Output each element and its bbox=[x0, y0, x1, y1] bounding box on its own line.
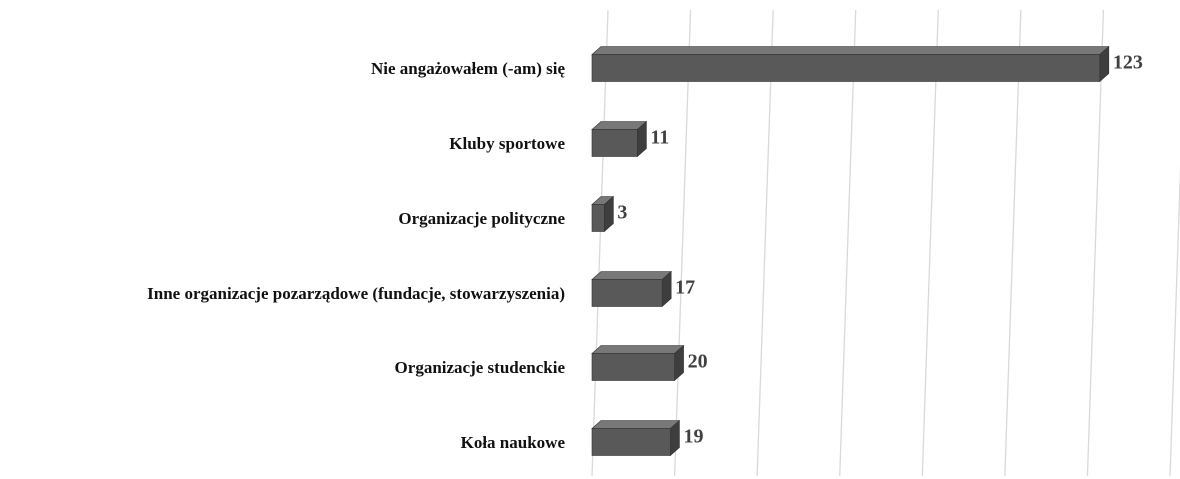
data-label: 3 bbox=[617, 202, 627, 224]
data-label: 17 bbox=[675, 277, 695, 299]
bar bbox=[591, 45, 1110, 83]
category-label: Kluby sportowe bbox=[449, 134, 565, 153]
bar-top bbox=[591, 420, 681, 429]
category-label: Koła naukowe bbox=[461, 433, 566, 452]
bar-front bbox=[591, 428, 671, 456]
grid-line bbox=[839, 9, 857, 477]
data-label: 20 bbox=[688, 351, 708, 373]
bar-top bbox=[591, 46, 1110, 55]
bar bbox=[591, 270, 672, 308]
category-label: Organizacje polityczne bbox=[398, 209, 565, 228]
data-label: 11 bbox=[650, 127, 669, 149]
category-label: Nie angażowałem (-am) się bbox=[371, 59, 565, 78]
bar bbox=[591, 120, 648, 158]
bar-front bbox=[591, 54, 1101, 82]
bar bbox=[591, 195, 615, 233]
bar bbox=[591, 344, 685, 382]
grid-line bbox=[756, 9, 774, 477]
bar-top bbox=[591, 271, 672, 280]
bar-front bbox=[591, 279, 663, 307]
grid-line bbox=[1169, 165, 1180, 477]
bar-front bbox=[591, 204, 605, 232]
grid-line bbox=[673, 9, 692, 477]
bar bbox=[591, 419, 681, 457]
grid bbox=[591, 9, 1180, 477]
category-label: Inne organizacje pozarządowe (fundacje, … bbox=[147, 284, 565, 303]
grid-line bbox=[1086, 9, 1105, 477]
grid-line bbox=[1004, 9, 1022, 477]
grid-line bbox=[921, 9, 939, 477]
bars: 123 Nie angażowałem (-am) się 11 Kluby spor… bbox=[147, 45, 1143, 457]
category-label: Organizacje studenckie bbox=[395, 358, 566, 377]
data-label: 123 bbox=[1113, 52, 1143, 74]
bar-top bbox=[591, 345, 685, 354]
bar-front bbox=[591, 129, 638, 157]
data-label: 19 bbox=[683, 426, 703, 448]
bar-top bbox=[591, 121, 648, 130]
bar-front bbox=[591, 353, 675, 381]
grid-line bbox=[591, 9, 609, 477]
